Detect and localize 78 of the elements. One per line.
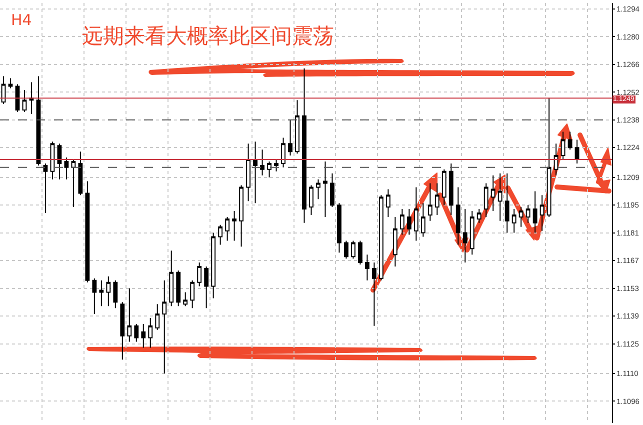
candlestick xyxy=(43,162,48,214)
candlestick xyxy=(218,224,223,246)
candlestick xyxy=(490,174,496,212)
candlestick xyxy=(106,276,111,307)
candlestick xyxy=(155,304,160,330)
candlestick xyxy=(372,262,376,326)
candlestick xyxy=(434,182,440,216)
candlestick xyxy=(330,172,334,208)
annotation: H4 xyxy=(11,11,32,29)
candlestick xyxy=(232,210,237,242)
candlestick xyxy=(92,278,97,315)
candlestick xyxy=(406,208,412,236)
candlestick xyxy=(50,141,55,180)
candlestick xyxy=(484,182,488,218)
candlestick xyxy=(246,143,251,202)
candlestick xyxy=(462,208,468,264)
candlestick xyxy=(498,172,502,222)
candlestick xyxy=(183,292,188,307)
candlestick xyxy=(127,288,132,342)
candlestick xyxy=(29,82,34,114)
candlestick xyxy=(239,184,244,248)
candlestick xyxy=(420,202,426,238)
candlestick xyxy=(323,160,328,218)
candlestick xyxy=(260,149,264,176)
candlestick xyxy=(442,168,446,206)
candlestick xyxy=(568,131,572,150)
candlestick xyxy=(190,280,195,309)
candlestick xyxy=(546,98,552,218)
candlestick xyxy=(554,143,558,176)
candlestick xyxy=(197,262,202,287)
candlestick xyxy=(309,184,314,216)
candlestick xyxy=(540,194,544,232)
candlestick xyxy=(414,186,418,242)
candlestick xyxy=(560,131,566,160)
candlestick xyxy=(378,194,384,281)
candlestick xyxy=(392,216,398,267)
candlestick xyxy=(169,250,174,307)
candlestick xyxy=(225,216,230,242)
candlestick xyxy=(134,323,139,342)
candlestick xyxy=(274,159,278,172)
candlestick xyxy=(36,76,41,166)
annotation: 远期来看大概率此区间震荡 xyxy=(82,24,334,48)
candlestick xyxy=(281,137,286,168)
candlestick xyxy=(428,182,432,222)
candlestick xyxy=(476,208,482,224)
candlestick xyxy=(148,318,153,348)
candlestick xyxy=(113,280,118,309)
candlestick xyxy=(344,240,348,260)
candlestick xyxy=(211,232,216,299)
candlestick xyxy=(351,240,356,260)
candlestick xyxy=(288,119,292,156)
candlestick xyxy=(120,302,125,360)
candlestick xyxy=(64,157,69,180)
candlestick xyxy=(71,159,76,208)
candlestick xyxy=(316,178,320,200)
candlestick xyxy=(400,208,404,236)
candlestick xyxy=(1,76,6,105)
candlestick xyxy=(302,68,306,224)
candlestick xyxy=(295,100,300,154)
candlestick xyxy=(162,280,167,374)
candlestick xyxy=(204,266,209,309)
candlestick xyxy=(267,160,272,178)
candlestick xyxy=(456,186,460,246)
candlestick xyxy=(85,180,90,283)
candlestick xyxy=(337,202,342,254)
candlestick xyxy=(253,141,258,204)
candlestick xyxy=(448,162,454,216)
candlestick xyxy=(141,323,146,348)
candlestick xyxy=(386,188,390,218)
candlestick xyxy=(8,78,13,89)
candlestick xyxy=(176,270,181,307)
candlestick xyxy=(22,90,27,112)
candlestick xyxy=(470,210,474,256)
candlestick xyxy=(57,143,62,180)
candlestick xyxy=(78,151,83,196)
candlestick xyxy=(364,254,370,281)
candlestick xyxy=(358,240,362,266)
candlestick xyxy=(99,280,104,307)
